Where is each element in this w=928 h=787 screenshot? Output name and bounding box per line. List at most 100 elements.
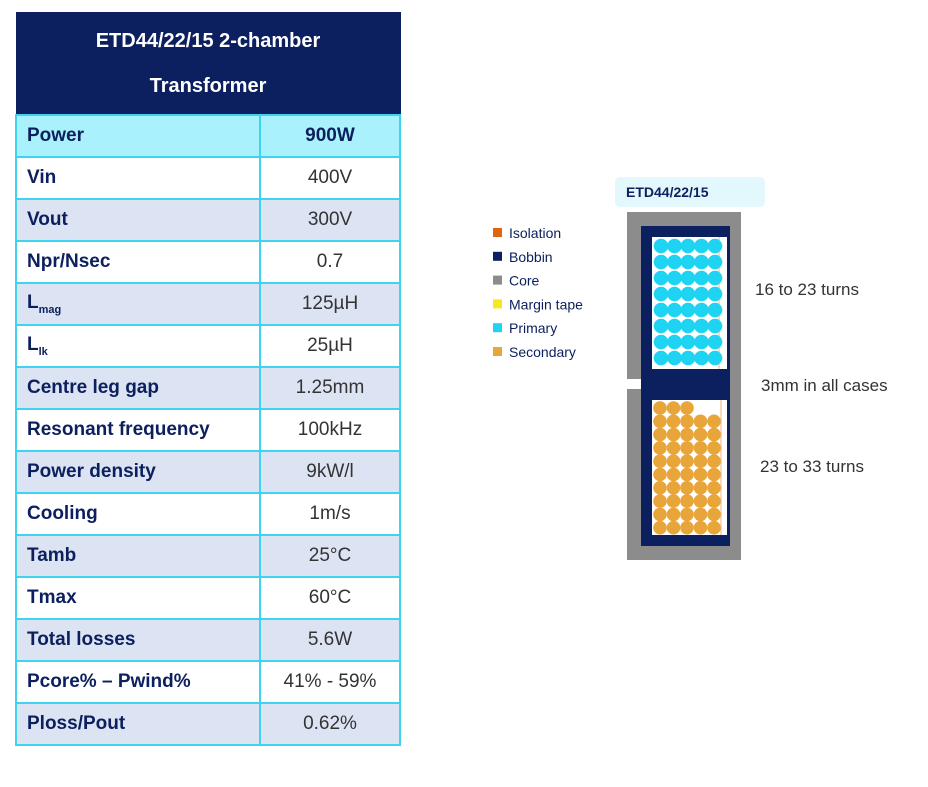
legend-label: Isolation	[509, 225, 561, 241]
primary-turn	[707, 350, 723, 366]
secondary-turn	[666, 454, 681, 469]
secondary-turn	[707, 441, 721, 455]
table-title: ETD44/22/15 2-chamber Transformer	[15, 12, 401, 116]
legend-label: Primary	[509, 320, 557, 336]
primary-turn	[680, 302, 696, 318]
primary-turn	[667, 238, 682, 254]
secondary-turn	[653, 401, 667, 415]
table-row: Power 900W	[15, 114, 401, 158]
spec-table: ETD44/22/15 2-chamber Transformer Power 90…	[15, 12, 401, 746]
primary-turn	[667, 302, 682, 318]
row-value: 60°C	[259, 576, 401, 620]
secondary-turn	[653, 427, 667, 442]
diagram-title: ETD44/22/15	[626, 184, 709, 200]
primary-turn	[653, 238, 669, 254]
row-label: Power density	[15, 450, 261, 494]
primary-turn	[667, 270, 682, 286]
row-value: 125µH	[259, 282, 401, 326]
primary-turn	[694, 302, 709, 318]
table-row: Ploss/Pout 0.62%	[15, 702, 401, 746]
secondary-turn	[707, 507, 721, 522]
row-label: Tamb	[15, 534, 261, 578]
secondary-turn	[707, 454, 721, 469]
label-text: Resonant frequency	[27, 419, 210, 440]
core-gap	[627, 379, 641, 389]
secondary-turn	[707, 467, 721, 482]
table-row: Tamb 25°C	[15, 534, 401, 578]
primary-turn	[694, 334, 709, 350]
secondary-turn	[680, 454, 694, 469]
primary-turn	[653, 286, 669, 302]
table-row: Vout 300V	[15, 198, 401, 242]
legend-swatch	[493, 347, 502, 356]
primary-turn	[707, 302, 723, 318]
primary-turn	[653, 254, 669, 270]
row-label: Power	[15, 114, 261, 158]
secondary-turn	[666, 427, 681, 442]
legend-swatch	[493, 251, 502, 261]
secondary-turn	[653, 520, 667, 535]
primary-turn	[694, 350, 709, 366]
secondary-turn	[666, 441, 681, 455]
diagram-title-box	[615, 177, 765, 207]
title-line: Transformer	[149, 74, 267, 97]
primary-turn	[667, 286, 682, 302]
secondary-turn	[653, 454, 667, 469]
label-text: Tmax	[27, 587, 77, 608]
legend-label: Core	[509, 273, 540, 289]
row-label: Vin	[15, 156, 261, 200]
primary-turn	[653, 350, 669, 366]
primary-turn	[694, 286, 709, 302]
secondary-turn	[680, 520, 694, 535]
legend-label: Bobbin	[509, 249, 553, 265]
row-label: Llk	[15, 324, 261, 368]
label-text: Ploss/Pout	[27, 713, 126, 734]
row-label: Total losses	[15, 618, 261, 662]
secondary-turn	[666, 401, 681, 415]
primary-turn	[707, 286, 723, 302]
primary-turn	[707, 318, 723, 334]
legend-label: Secondary	[509, 344, 576, 360]
legend-swatch	[493, 299, 502, 309]
row-label: Ploss/Pout	[15, 702, 261, 746]
primary-turn	[694, 238, 709, 254]
label-sub: mag	[38, 303, 62, 316]
primary-turn	[694, 254, 709, 270]
row-value: 5.6W	[259, 618, 401, 662]
secondary-turn	[666, 481, 681, 495]
primary-turn	[707, 254, 723, 270]
primary-turn	[680, 334, 696, 350]
secondary-turn	[680, 401, 694, 415]
row-label: Vout	[15, 198, 261, 242]
annotation: 16 to 23 turns	[755, 280, 859, 299]
secondary-turn	[653, 467, 667, 482]
primary-turn	[680, 286, 696, 302]
label-text: L	[27, 292, 39, 314]
secondary-turn	[693, 467, 708, 482]
primary-turn	[653, 302, 669, 318]
table-row: Pcore% – Pwind% 41% - 59%	[15, 660, 401, 704]
label-text: Tamb	[27, 545, 77, 566]
table-row: Cooling 1m/s	[15, 492, 401, 536]
primary-turn	[680, 270, 696, 286]
row-label: Resonant frequency	[15, 408, 261, 452]
row-value: 41% - 59%	[259, 660, 401, 704]
secondary-turn	[680, 441, 694, 455]
primary-turn	[680, 238, 696, 254]
secondary-turn	[666, 414, 681, 429]
row-value: 100kHz	[259, 408, 401, 452]
table-row: Tmax 60°C	[15, 576, 401, 620]
label-text: L	[27, 334, 39, 356]
row-value: 9kW/l	[259, 450, 401, 494]
primary-turn	[707, 270, 723, 286]
row-value: 25°C	[259, 534, 401, 578]
secondary-turn	[693, 414, 708, 429]
row-value: 400V	[259, 156, 401, 200]
primary-turn	[653, 318, 669, 334]
secondary-turn	[680, 494, 694, 508]
secondary-turn	[666, 467, 681, 482]
secondary-turn	[680, 467, 694, 482]
secondary-turn	[693, 494, 708, 508]
primary-turn	[707, 334, 723, 350]
